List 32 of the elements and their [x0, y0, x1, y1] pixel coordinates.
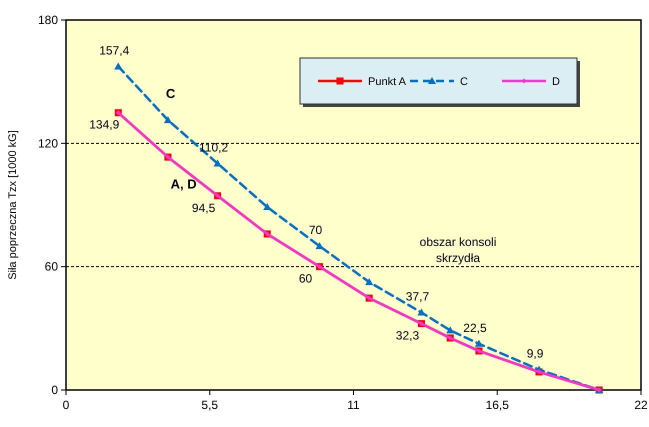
x-tick-label: 22: [634, 398, 648, 412]
data-label: 60: [298, 272, 313, 286]
point: [446, 326, 454, 334]
data-label: 22,5: [463, 320, 487, 335]
y-tick-label: 120: [38, 136, 58, 150]
y-tick-label: 0: [51, 383, 58, 397]
x-tick-label: 0: [62, 398, 70, 412]
data-label: 70: [308, 223, 323, 238]
y-axis-title: Siła poprzeczna Tzx [1000 kG]: [7, 130, 19, 280]
legend-label: C: [460, 76, 468, 88]
x-tick-label: 5,5: [201, 398, 218, 412]
annotation: obszar konsoli skrzydła: [420, 235, 496, 266]
data-label: 110,2: [199, 140, 228, 154]
data-label: 134,9: [89, 118, 120, 132]
point: [114, 62, 122, 70]
data-label: 9,9: [526, 346, 544, 361]
legend-label: D: [552, 76, 560, 88]
annotation: A, D: [170, 176, 197, 192]
x-tick-label: 16,5: [486, 398, 510, 412]
point: [214, 159, 222, 166]
x-tick-label: 11: [347, 398, 360, 412]
point: [474, 340, 483, 347]
data-label: 94,5: [192, 200, 216, 215]
annotation: C: [166, 86, 176, 102]
data-label: 37,7: [406, 290, 430, 304]
y-tick-label: 180: [38, 13, 58, 27]
point: [164, 116, 172, 124]
data-label: 32,3: [396, 328, 420, 343]
y-tick-label: 60: [44, 260, 58, 274]
point: [365, 278, 374, 286]
data-label: 157,4: [99, 43, 130, 58]
legend-label: Punkt A: [368, 76, 407, 88]
